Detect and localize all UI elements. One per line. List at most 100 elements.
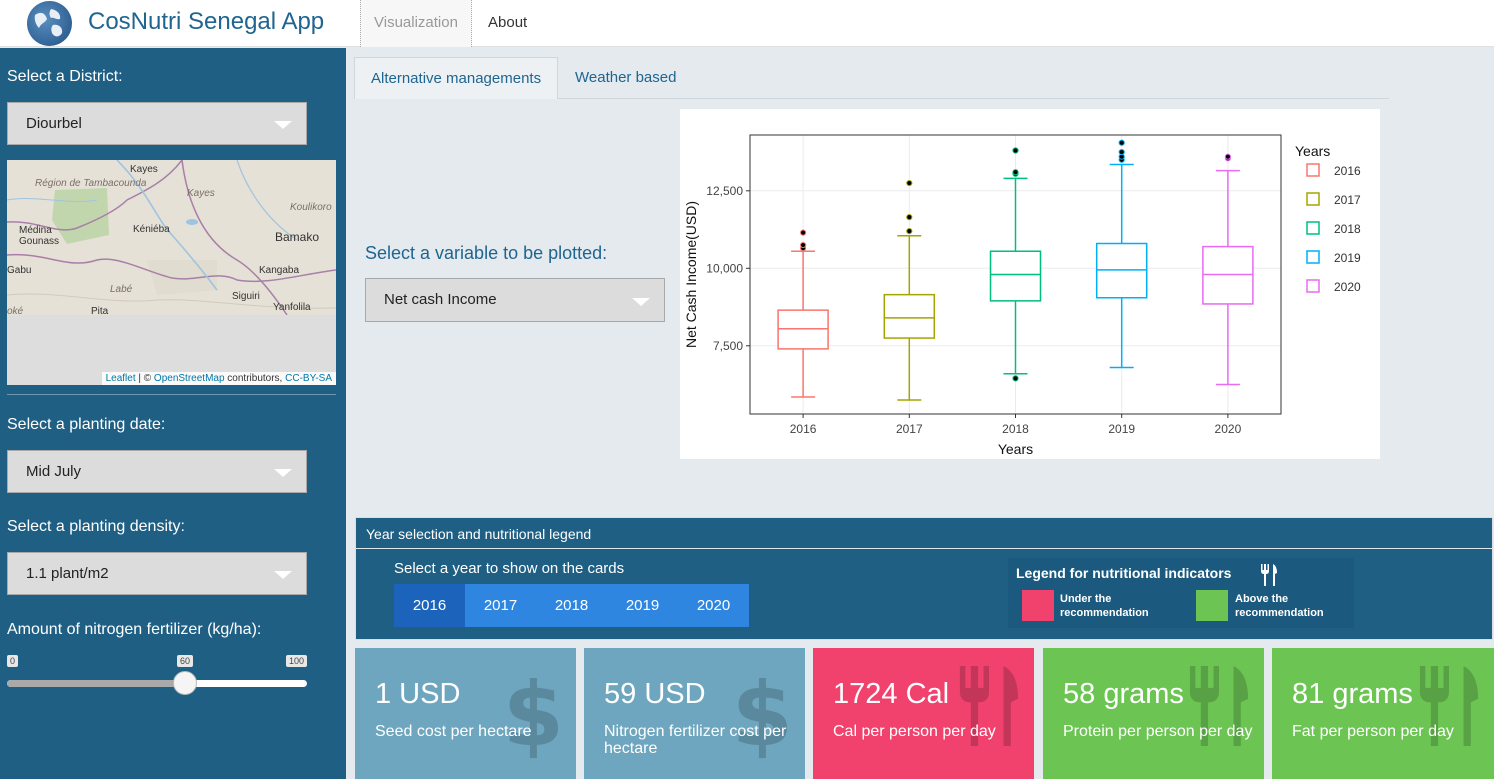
outlier-point [1012, 375, 1019, 382]
card-seed-cost: $ 1 USD Seed cost per hectare [355, 648, 576, 779]
map-label: Koulikoro [290, 202, 332, 213]
district-map[interactable]: Région de Tambacounda Kayes Kayes Koulik… [7, 160, 336, 385]
box-2019 [1095, 242, 1148, 299]
map-label: Bamako [275, 230, 320, 244]
outlier-point [1118, 148, 1125, 156]
planting-date-select[interactable]: Mid July [7, 450, 307, 493]
outlier-point [1118, 139, 1125, 146]
y-axis-title: Net Cash Income(USD) [683, 201, 699, 348]
tab-weather-based[interactable]: Weather based [575, 69, 677, 86]
legend-swatch [1306, 221, 1320, 235]
slider-min-label: 0 [7, 655, 19, 667]
nutritional-legend-title: Legend for nutritional indicators [1016, 565, 1232, 581]
osm-link[interactable]: OpenStreetMap [153, 373, 225, 384]
outlier-point [1224, 153, 1232, 160]
legend-title: Years [1295, 143, 1330, 159]
legend-label: 2016 [1334, 164, 1361, 178]
legend-swatch [1306, 163, 1320, 177]
navbar: CosNutri Senegal App Visualization About [0, 0, 1494, 47]
card-label: Fat per person per day [1292, 723, 1454, 740]
map-label: Kayes [130, 164, 158, 175]
year-panel-title: Year selection and nutritional legend [356, 518, 1492, 549]
card-value: 1 USD [375, 678, 461, 710]
x-tick-label: 2017 [896, 422, 923, 436]
district-select[interactable]: Diourbel [7, 102, 307, 145]
box-2018 [989, 250, 1042, 302]
tab-alternative-managements[interactable]: Alternative managements [354, 57, 559, 99]
outlier-point [1012, 169, 1019, 176]
nitrogen-slider-handle[interactable] [173, 671, 197, 695]
map-label: Pita [91, 306, 109, 317]
x-axis-title: Years [998, 441, 1033, 457]
outlier-point [906, 214, 913, 221]
nitrogen-slider-fill [7, 680, 185, 687]
box-2017 [883, 293, 936, 339]
card-nitrogen-cost: $ 59 USD Nitrogen fertilizer cost per he… [584, 648, 805, 779]
utensils-icon [956, 666, 1022, 746]
outlier-point [1012, 147, 1019, 154]
variable-value: Net cash Income [384, 291, 497, 308]
map-label: Yanfolila [273, 302, 311, 313]
year-button-2019[interactable]: 2019 [607, 584, 678, 627]
year-button-2020[interactable]: 2020 [678, 584, 749, 627]
nav-tab-about[interactable]: About [488, 14, 528, 31]
main-tabs: Alternative managements Weather based [354, 57, 1389, 99]
density-value: 1.1 plant/m2 [26, 565, 109, 582]
year-panel-subtitle: Select a year to show on the cards [394, 560, 625, 577]
x-tick-label: 2019 [1108, 422, 1135, 436]
globe-icon [27, 1, 72, 46]
legend-swatch [1306, 192, 1320, 206]
chevron-down-icon [274, 469, 292, 477]
legend-label: 2017 [1334, 193, 1361, 207]
card-label: Nitrogen fertilizer cost per hectare [604, 723, 787, 757]
chevron-down-icon [632, 298, 650, 306]
nav-tab-visualization[interactable]: Visualization [360, 0, 472, 47]
year-button-2018[interactable]: 2018 [536, 584, 607, 627]
box-2016 [777, 309, 829, 350]
variable-select[interactable]: Net cash Income [365, 278, 665, 322]
slider-value-label: 60 [177, 655, 194, 667]
legend-label: 2018 [1334, 222, 1361, 236]
chevron-down-icon [274, 571, 292, 579]
above-recommendation-swatch [1196, 590, 1228, 621]
outlier-point [800, 229, 807, 236]
district-label: Select a District: [7, 68, 123, 85]
nitrogen-label: Amount of nitrogen fertilizer (kg/ha): [7, 621, 262, 638]
map-tiles [7, 160, 336, 315]
outlier-point [906, 228, 913, 235]
year-button-2017[interactable]: 2017 [465, 584, 536, 627]
map-label: Région de Tambacounda [35, 178, 147, 189]
card-label: Seed cost per hectare [375, 723, 532, 740]
under-recommendation-label: Under the recommendation [1060, 593, 1149, 619]
outlier-point [906, 179, 913, 187]
sidebar-divider [7, 394, 336, 395]
leaflet-link[interactable]: Leaflet [105, 373, 136, 384]
map-label: Médina Gounass [19, 225, 60, 247]
year-button-group: 2016 2017 2018 2019 2020 [394, 584, 749, 627]
above-recommendation-label: Above the recommendation [1235, 593, 1324, 619]
utensils-icon [1261, 564, 1277, 586]
card-value: 58 grams [1063, 678, 1184, 710]
boxplot-chart: 7,500 10,000 12,500 2016 2017 2018 2019 2020 Yea… [680, 109, 1380, 459]
legend-swatch [1306, 279, 1320, 293]
utensils-icon [1186, 666, 1252, 746]
license-link[interactable]: CC-BY-SA [285, 373, 332, 384]
y-tick-label: 10,000 [706, 261, 743, 275]
planting-date-value: Mid July [26, 463, 82, 480]
year-button-2016[interactable]: 2016 [394, 584, 465, 627]
variable-label: Select a variable to be plotted: [365, 243, 608, 263]
sidebar: Select a District: Diourbel Région de Ta… [0, 48, 346, 779]
year-selection-panel: Year selection and nutritional legend Se… [355, 517, 1493, 640]
utensils-icon [1416, 666, 1482, 746]
app-title: CosNutri Senegal App [88, 8, 325, 35]
box-2020 [1202, 245, 1254, 305]
x-tick-label: 2018 [1002, 422, 1029, 436]
under-recommendation-swatch [1022, 590, 1054, 621]
density-select[interactable]: 1.1 plant/m2 [7, 552, 307, 595]
density-label: Select a planting density: [7, 518, 185, 535]
card-calories: 1724 Cal Cal per person per day [813, 648, 1034, 779]
map-label: Gabu [7, 265, 32, 276]
card-label: Cal per person per day [833, 723, 996, 740]
district-value: Diourbel [26, 115, 82, 132]
slider-max-label: 100 [286, 655, 308, 667]
